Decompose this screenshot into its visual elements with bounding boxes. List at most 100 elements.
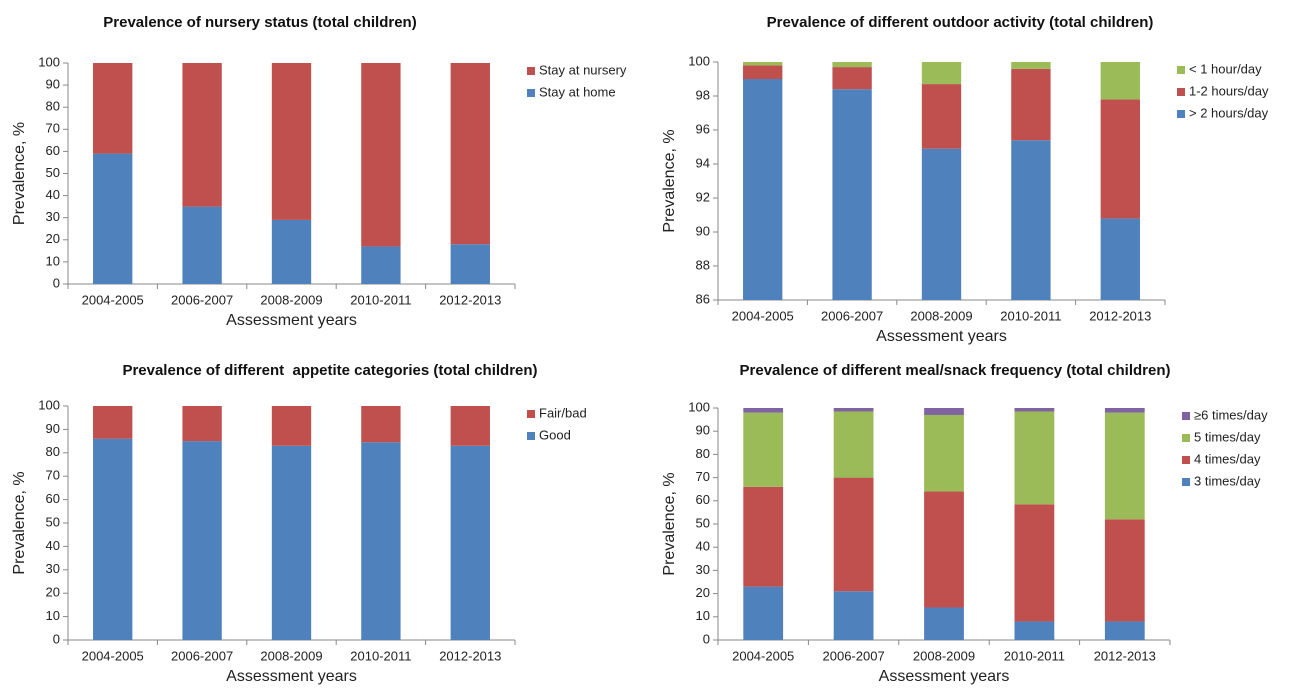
y-tick-label: 80 bbox=[46, 99, 60, 114]
y-tick-label: 90 bbox=[696, 423, 710, 438]
bar bbox=[743, 408, 784, 413]
y-tick-label: 92 bbox=[696, 189, 710, 204]
x-tick-label: 2010-2011 bbox=[350, 292, 411, 307]
bar bbox=[921, 62, 962, 85]
bar bbox=[832, 89, 872, 300]
legend-label: Stay at nursery bbox=[539, 62, 627, 77]
y-tick-label: 10 bbox=[696, 608, 710, 623]
bar bbox=[1014, 504, 1055, 622]
y-tick-label: 100 bbox=[688, 399, 710, 414]
x-tick-label: 2012-2013 bbox=[439, 648, 501, 663]
bar bbox=[1011, 68, 1051, 141]
bar bbox=[1100, 62, 1140, 100]
bar bbox=[743, 65, 783, 79]
bar bbox=[450, 406, 490, 446]
bar bbox=[361, 63, 401, 247]
bar bbox=[833, 408, 874, 412]
x-tick-label: 2006-2007 bbox=[823, 648, 885, 663]
x-tick-label: 2006-2007 bbox=[171, 648, 233, 663]
y-tick-label: 94 bbox=[696, 155, 710, 170]
legend-swatch bbox=[1177, 88, 1185, 96]
bar bbox=[743, 62, 783, 66]
bar bbox=[832, 67, 872, 90]
legend-label: Fair/bad bbox=[539, 405, 587, 420]
legend-label: > 2 hours/day bbox=[1189, 105, 1269, 120]
bar bbox=[743, 79, 783, 300]
bar bbox=[1100, 99, 1140, 219]
bar bbox=[832, 62, 872, 68]
legend-swatch bbox=[527, 89, 535, 97]
bar bbox=[271, 445, 312, 640]
bar bbox=[1014, 621, 1055, 640]
legend-swatch bbox=[527, 67, 535, 75]
chart-title: Prevalence of nursery status (total chil… bbox=[103, 14, 417, 31]
y-tick-label: 70 bbox=[46, 468, 60, 483]
y-tick-label: 90 bbox=[46, 77, 60, 92]
y-tick-label: 50 bbox=[46, 165, 60, 180]
x-tick-label: 2010-2011 bbox=[1000, 308, 1061, 323]
bar bbox=[361, 246, 401, 284]
x-tick-label: 2008-2009 bbox=[910, 308, 972, 323]
bar bbox=[1014, 411, 1055, 505]
y-tick-label: 70 bbox=[696, 469, 710, 484]
bar bbox=[921, 84, 962, 149]
bar bbox=[833, 591, 874, 640]
y-tick-label: 20 bbox=[46, 231, 60, 246]
chart-title: Prevalence of different outdoor activity… bbox=[766, 14, 1154, 31]
y-tick-label: 50 bbox=[696, 515, 710, 530]
bar bbox=[450, 244, 490, 284]
bar bbox=[93, 63, 133, 154]
x-tick-label: 2004-2005 bbox=[732, 648, 794, 663]
y-tick-label: 98 bbox=[696, 87, 710, 102]
y-tick-label: 80 bbox=[46, 444, 60, 459]
bar bbox=[1011, 140, 1051, 300]
legend-label: 1-2 hours/day bbox=[1189, 83, 1269, 98]
bar bbox=[182, 441, 222, 640]
bar bbox=[271, 63, 312, 220]
x-tick-label: 2012-2013 bbox=[439, 292, 501, 307]
y-tick-label: 60 bbox=[696, 492, 710, 507]
y-tick-label: 96 bbox=[696, 121, 710, 136]
y-tick-label: 30 bbox=[46, 209, 60, 224]
x-tick-label: 2008-2009 bbox=[260, 648, 322, 663]
legend-label: 3 times/day bbox=[1194, 473, 1261, 488]
y-tick-label: 70 bbox=[46, 121, 60, 136]
bar bbox=[93, 406, 133, 439]
x-tick-label: 2010-2011 bbox=[350, 648, 411, 663]
y-tick-label: 20 bbox=[696, 585, 710, 600]
y-tick-label: 100 bbox=[38, 54, 60, 69]
chart-title: Prevalence of different meal/snack frequ… bbox=[739, 362, 1171, 379]
bar bbox=[450, 445, 490, 640]
y-tick-label: 60 bbox=[46, 491, 60, 506]
y-tick-label: 0 bbox=[703, 631, 710, 646]
legend-swatch bbox=[527, 410, 535, 418]
bar bbox=[182, 206, 222, 284]
bar bbox=[271, 219, 312, 284]
bar bbox=[182, 63, 222, 207]
legend-label: 4 times/day bbox=[1194, 451, 1261, 466]
bar bbox=[1104, 412, 1145, 520]
bar bbox=[743, 486, 784, 587]
bar bbox=[361, 442, 401, 640]
bar bbox=[1100, 218, 1140, 300]
x-tick-label: 2004-2005 bbox=[82, 648, 144, 663]
x-axis-label: Assessment years bbox=[879, 668, 1010, 685]
x-tick-label: 2010-2011 bbox=[1004, 648, 1065, 663]
legend-label: Stay at home bbox=[539, 84, 616, 99]
x-axis-label: Assessment years bbox=[226, 668, 357, 685]
y-tick-label: 0 bbox=[53, 275, 60, 290]
bar bbox=[924, 491, 964, 608]
y-tick-label: 60 bbox=[46, 143, 60, 158]
y-tick-label: 80 bbox=[696, 446, 710, 461]
y-tick-label: 100 bbox=[688, 53, 710, 68]
y-tick-label: 20 bbox=[46, 585, 60, 600]
legend-label: < 1 hour/day bbox=[1189, 61, 1262, 76]
y-tick-label: 30 bbox=[696, 562, 710, 577]
bar bbox=[833, 411, 874, 478]
y-tick-label: 10 bbox=[46, 253, 60, 268]
x-tick-label: 2008-2009 bbox=[913, 648, 975, 663]
x-tick-label: 2004-2005 bbox=[732, 308, 794, 323]
bar bbox=[1104, 519, 1145, 622]
bar bbox=[924, 414, 964, 492]
